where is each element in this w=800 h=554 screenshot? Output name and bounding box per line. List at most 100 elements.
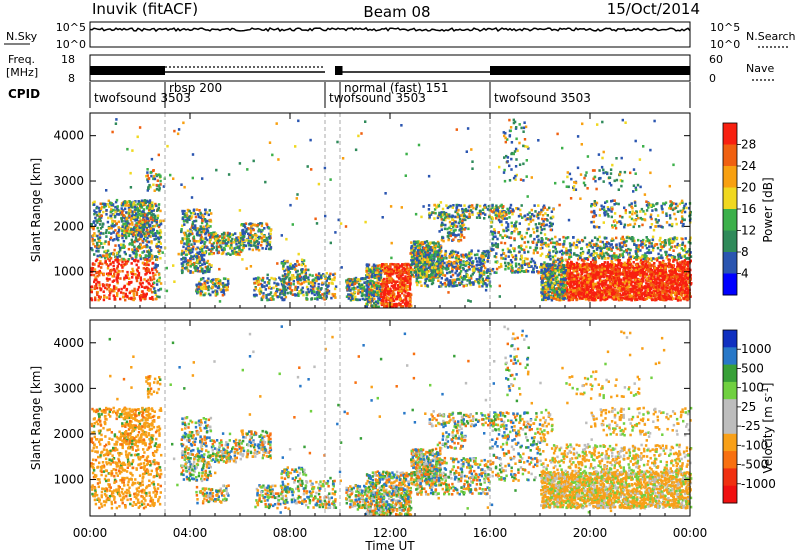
data-cell bbox=[433, 258, 435, 261]
data-cell bbox=[106, 288, 108, 291]
data-cell bbox=[526, 159, 528, 162]
data-cell bbox=[115, 287, 117, 290]
data-cell bbox=[293, 280, 295, 283]
data-cell bbox=[243, 224, 245, 227]
data-cell bbox=[508, 119, 510, 122]
data-cell bbox=[442, 237, 444, 240]
data-cell bbox=[536, 230, 538, 233]
data-cell bbox=[193, 243, 195, 246]
data-cell bbox=[219, 283, 221, 286]
data-cell bbox=[270, 233, 272, 236]
data-cell bbox=[525, 246, 527, 249]
data-cell bbox=[103, 290, 105, 293]
data-cell bbox=[103, 203, 105, 206]
data-cell bbox=[193, 220, 195, 223]
data-cell bbox=[509, 207, 511, 210]
data-cell bbox=[464, 278, 466, 281]
data-cell bbox=[419, 261, 421, 264]
data-cell bbox=[197, 259, 199, 262]
data-cell bbox=[465, 208, 467, 211]
freq-label-line1: Freq. bbox=[8, 53, 35, 66]
data-cell bbox=[366, 264, 368, 267]
data-cell bbox=[526, 218, 528, 221]
data-cell bbox=[513, 153, 515, 156]
data-cell bbox=[472, 273, 474, 276]
data-cell bbox=[452, 204, 454, 207]
data-cell bbox=[111, 275, 113, 278]
data-cell bbox=[107, 221, 109, 224]
data-cell bbox=[501, 213, 503, 216]
data-cell bbox=[500, 257, 502, 260]
data-cell bbox=[266, 299, 268, 302]
data-cell bbox=[93, 253, 95, 256]
data-cell bbox=[147, 264, 149, 267]
data-cell bbox=[259, 287, 261, 290]
data-cell bbox=[459, 266, 461, 269]
data-cell bbox=[520, 127, 522, 130]
data-cell bbox=[478, 285, 480, 288]
data-cell bbox=[208, 253, 210, 256]
data-cell bbox=[140, 204, 142, 207]
data-cell bbox=[526, 232, 528, 235]
data-cell bbox=[394, 264, 396, 267]
data-cell bbox=[145, 295, 147, 298]
data-cell bbox=[124, 201, 126, 204]
data-cell bbox=[437, 279, 439, 282]
data-cell bbox=[395, 281, 397, 284]
data-cell bbox=[255, 288, 257, 291]
data-cell bbox=[149, 246, 151, 249]
data-cell bbox=[448, 260, 450, 263]
data-cell bbox=[519, 163, 521, 166]
data-cell bbox=[141, 251, 143, 254]
data-cell bbox=[134, 209, 136, 212]
data-cell bbox=[421, 241, 423, 244]
data-cell bbox=[445, 204, 447, 207]
data-cell bbox=[92, 238, 94, 241]
data-cell bbox=[331, 278, 333, 281]
data-cell bbox=[221, 236, 223, 239]
data-cell bbox=[432, 242, 434, 245]
data-cell bbox=[452, 279, 454, 282]
nsearch-label: N.Search bbox=[746, 30, 796, 43]
data-cell bbox=[444, 267, 446, 270]
data-cell bbox=[122, 244, 124, 247]
data-cell bbox=[495, 212, 497, 215]
data-cell bbox=[198, 240, 200, 243]
data-cell bbox=[223, 277, 225, 280]
data-cell bbox=[523, 121, 525, 124]
data-cell bbox=[182, 217, 184, 220]
data-cell bbox=[207, 286, 209, 289]
data-cell bbox=[204, 252, 206, 255]
data-cell bbox=[262, 277, 264, 280]
data-cell bbox=[127, 204, 129, 207]
data-cell bbox=[134, 248, 136, 251]
data-cell bbox=[142, 262, 144, 265]
data-cell bbox=[505, 265, 507, 268]
data-cell bbox=[487, 256, 489, 259]
data-cell bbox=[468, 215, 470, 218]
data-cell bbox=[446, 278, 448, 281]
data-cell bbox=[410, 294, 412, 297]
data-cell bbox=[100, 232, 102, 235]
data-cell bbox=[480, 272, 482, 275]
data-cell bbox=[438, 205, 440, 208]
data-cell bbox=[354, 282, 356, 285]
data-cell bbox=[459, 221, 461, 224]
data-cell bbox=[126, 230, 128, 233]
data-cell bbox=[107, 203, 109, 206]
data-cell bbox=[148, 254, 150, 257]
data-cell bbox=[393, 304, 395, 307]
data-cell bbox=[193, 266, 195, 269]
data-cell bbox=[120, 243, 122, 246]
data-cell bbox=[442, 208, 444, 211]
data-cell bbox=[149, 199, 151, 202]
data-cell bbox=[348, 297, 350, 300]
data-cell bbox=[180, 230, 182, 233]
data-cell bbox=[461, 234, 463, 237]
data-cell bbox=[108, 231, 110, 234]
cpid-strip: CPID twofsound 3503rbsp 200twofsound 350… bbox=[8, 81, 690, 108]
data-cell bbox=[195, 248, 197, 251]
data-cell bbox=[118, 270, 120, 273]
data-cell bbox=[537, 214, 539, 217]
